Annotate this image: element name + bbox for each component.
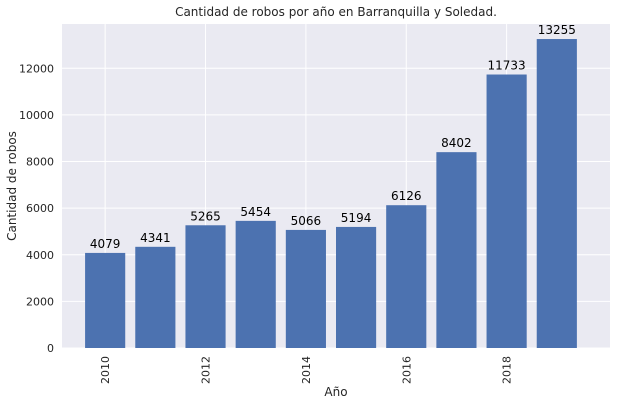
bar-2014	[285, 229, 326, 348]
x-tick-label: 2012	[200, 356, 213, 384]
y-tick-label: 12000	[19, 62, 54, 75]
data-label-2017: 8402	[441, 136, 472, 150]
bar-2018	[486, 74, 527, 349]
x-tick-label: 2010	[99, 356, 112, 384]
y-tick-label: 4000	[26, 249, 54, 262]
x-tick-label: 2016	[400, 356, 413, 384]
data-labels: 4079 4341 5265 5454 5066 5194 6126 8402 11733 132…	[90, 23, 576, 251]
bar-2015	[336, 226, 377, 348]
data-label-2015: 5194	[341, 211, 372, 225]
data-label-2018: 11733	[488, 59, 526, 73]
bar-2012	[185, 225, 226, 348]
data-label-2011: 4341	[140, 231, 171, 245]
data-label-2016: 6126	[391, 189, 422, 203]
y-tick-label: 8000	[26, 156, 54, 169]
y-tick-label: 10000	[19, 109, 54, 122]
y-axis-ticks: 0 2000 4000 6000 8000 10000 12000	[19, 62, 54, 355]
chart-title: Cantidad de robos por año en Barranquill…	[175, 5, 497, 19]
bar-2017	[436, 152, 477, 348]
x-tick-label: 2014	[300, 356, 313, 384]
data-label-2013: 5454	[240, 205, 271, 219]
bar-2010	[85, 252, 126, 348]
x-axis-ticks: 2010 2012 2014 2016 2018	[99, 356, 513, 384]
y-tick-label: 6000	[26, 202, 54, 215]
bar-2019	[536, 39, 577, 348]
bar-2013	[235, 220, 276, 348]
x-tick-label: 2018	[501, 356, 514, 384]
bars	[85, 39, 577, 349]
data-label-2012: 5265	[190, 209, 221, 223]
data-label-2014: 5066	[291, 214, 322, 228]
y-tick-label: 0	[47, 342, 54, 355]
bar-2016	[386, 205, 427, 348]
data-label-2019: 13255	[538, 23, 576, 37]
y-tick-label: 2000	[26, 295, 54, 308]
data-label-2010: 4079	[90, 237, 121, 251]
x-axis-label: Año	[324, 385, 347, 399]
bar-2011	[135, 246, 176, 348]
y-axis-label: Cantidad de robos	[5, 131, 19, 241]
